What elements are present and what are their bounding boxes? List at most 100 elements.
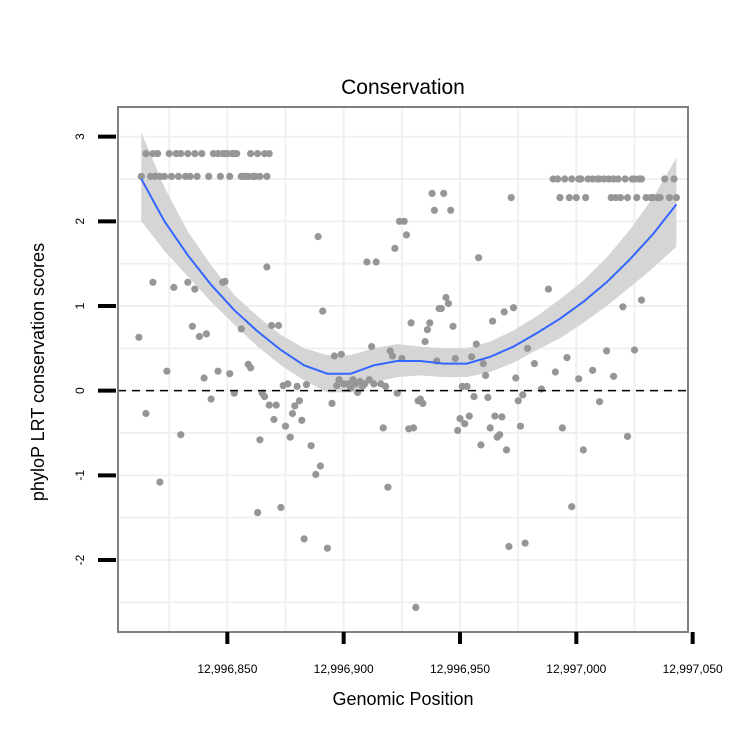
data-point [288,409,297,418]
data-point [419,399,427,407]
data-point [556,194,564,202]
data-point [430,206,438,214]
data-point [454,426,462,435]
data-point [256,436,264,444]
confidence-ribbon-group [141,132,677,393]
data-point [270,415,278,424]
data-point [295,397,304,405]
data-point [137,172,145,180]
y-tick-label: -2 [73,554,87,565]
x-tick-label: 12,997,050 [663,662,723,676]
data-point [568,503,576,511]
data-point [265,150,273,158]
data-point [610,372,618,380]
data-point [421,338,429,346]
data-point [572,194,580,202]
data-point [461,420,469,428]
data-point [281,422,290,430]
data-point [135,333,143,341]
data-point [521,539,529,547]
data-point [388,352,397,360]
data-point [661,175,669,183]
data-point [184,150,192,158]
data-point [391,244,399,252]
data-point [156,478,164,486]
data-point [191,285,199,293]
data-point [370,380,378,388]
data-point [291,402,299,410]
data-point [247,150,255,158]
data-point [619,303,627,311]
data-point [154,150,162,158]
data-point [582,194,590,202]
data-point [589,366,597,374]
data-point [221,277,229,285]
y-tick-label: 1 [73,302,87,309]
data-point [335,376,343,384]
data-point [470,393,478,401]
data-point [205,172,213,180]
data-point [202,330,210,338]
y-tick-label: 3 [73,133,87,140]
data-point [672,194,681,202]
data-point [491,412,499,420]
data-point [468,353,476,361]
data-point [412,603,420,612]
data-point [614,175,622,183]
axes: 12,996,850 12,996,900 12,996,950 12,997,000… [73,133,723,676]
data-point [174,172,183,180]
data-point [277,503,285,512]
data-point [165,150,173,158]
data-point [565,194,573,202]
data-point [214,367,222,375]
data-point [272,401,280,409]
x-axis-title: Genomic Position [332,689,473,709]
data-point [328,399,336,407]
data-point [184,278,192,286]
data-point [314,233,322,241]
data-point [254,150,262,158]
y-tick-label: 2 [73,218,87,225]
data-point [170,283,178,291]
data-point [347,384,355,392]
data-point [365,376,373,384]
x-tick-label: 12,996,900 [314,662,374,676]
data-point [160,172,169,180]
scatter-points [135,150,681,612]
data-point [177,150,185,158]
data-point [265,401,273,409]
data-point [323,544,331,552]
data-point [456,415,464,423]
data-point [167,172,176,180]
y-axis-title: phyloP LRT conservation scores [28,243,48,501]
data-point [256,172,264,180]
x-tick-label: 12,997,000 [546,662,606,676]
data-point [551,368,560,376]
data-point [449,322,457,330]
data-point [268,321,276,330]
data-point [500,308,508,316]
x-tick-label: 12,996,950 [430,662,490,676]
data-point [447,206,455,214]
data-point [502,446,511,454]
data-point [437,304,445,313]
data-point [337,350,345,358]
y-tick-label: -1 [73,470,87,481]
data-point [207,395,215,403]
data-point [298,416,306,424]
data-point [509,304,518,312]
data-point [379,424,387,432]
data-point [354,388,362,396]
data-point [637,296,646,304]
data-point [286,433,294,441]
data-point [149,278,157,286]
data-point [261,393,269,401]
data-point [530,360,539,368]
data-point [247,364,255,372]
data-point [333,382,341,390]
data-point [302,381,310,389]
data-point [577,175,585,183]
y-tick-label: 0 [73,387,87,394]
data-point [477,441,485,449]
data-point [670,175,678,183]
